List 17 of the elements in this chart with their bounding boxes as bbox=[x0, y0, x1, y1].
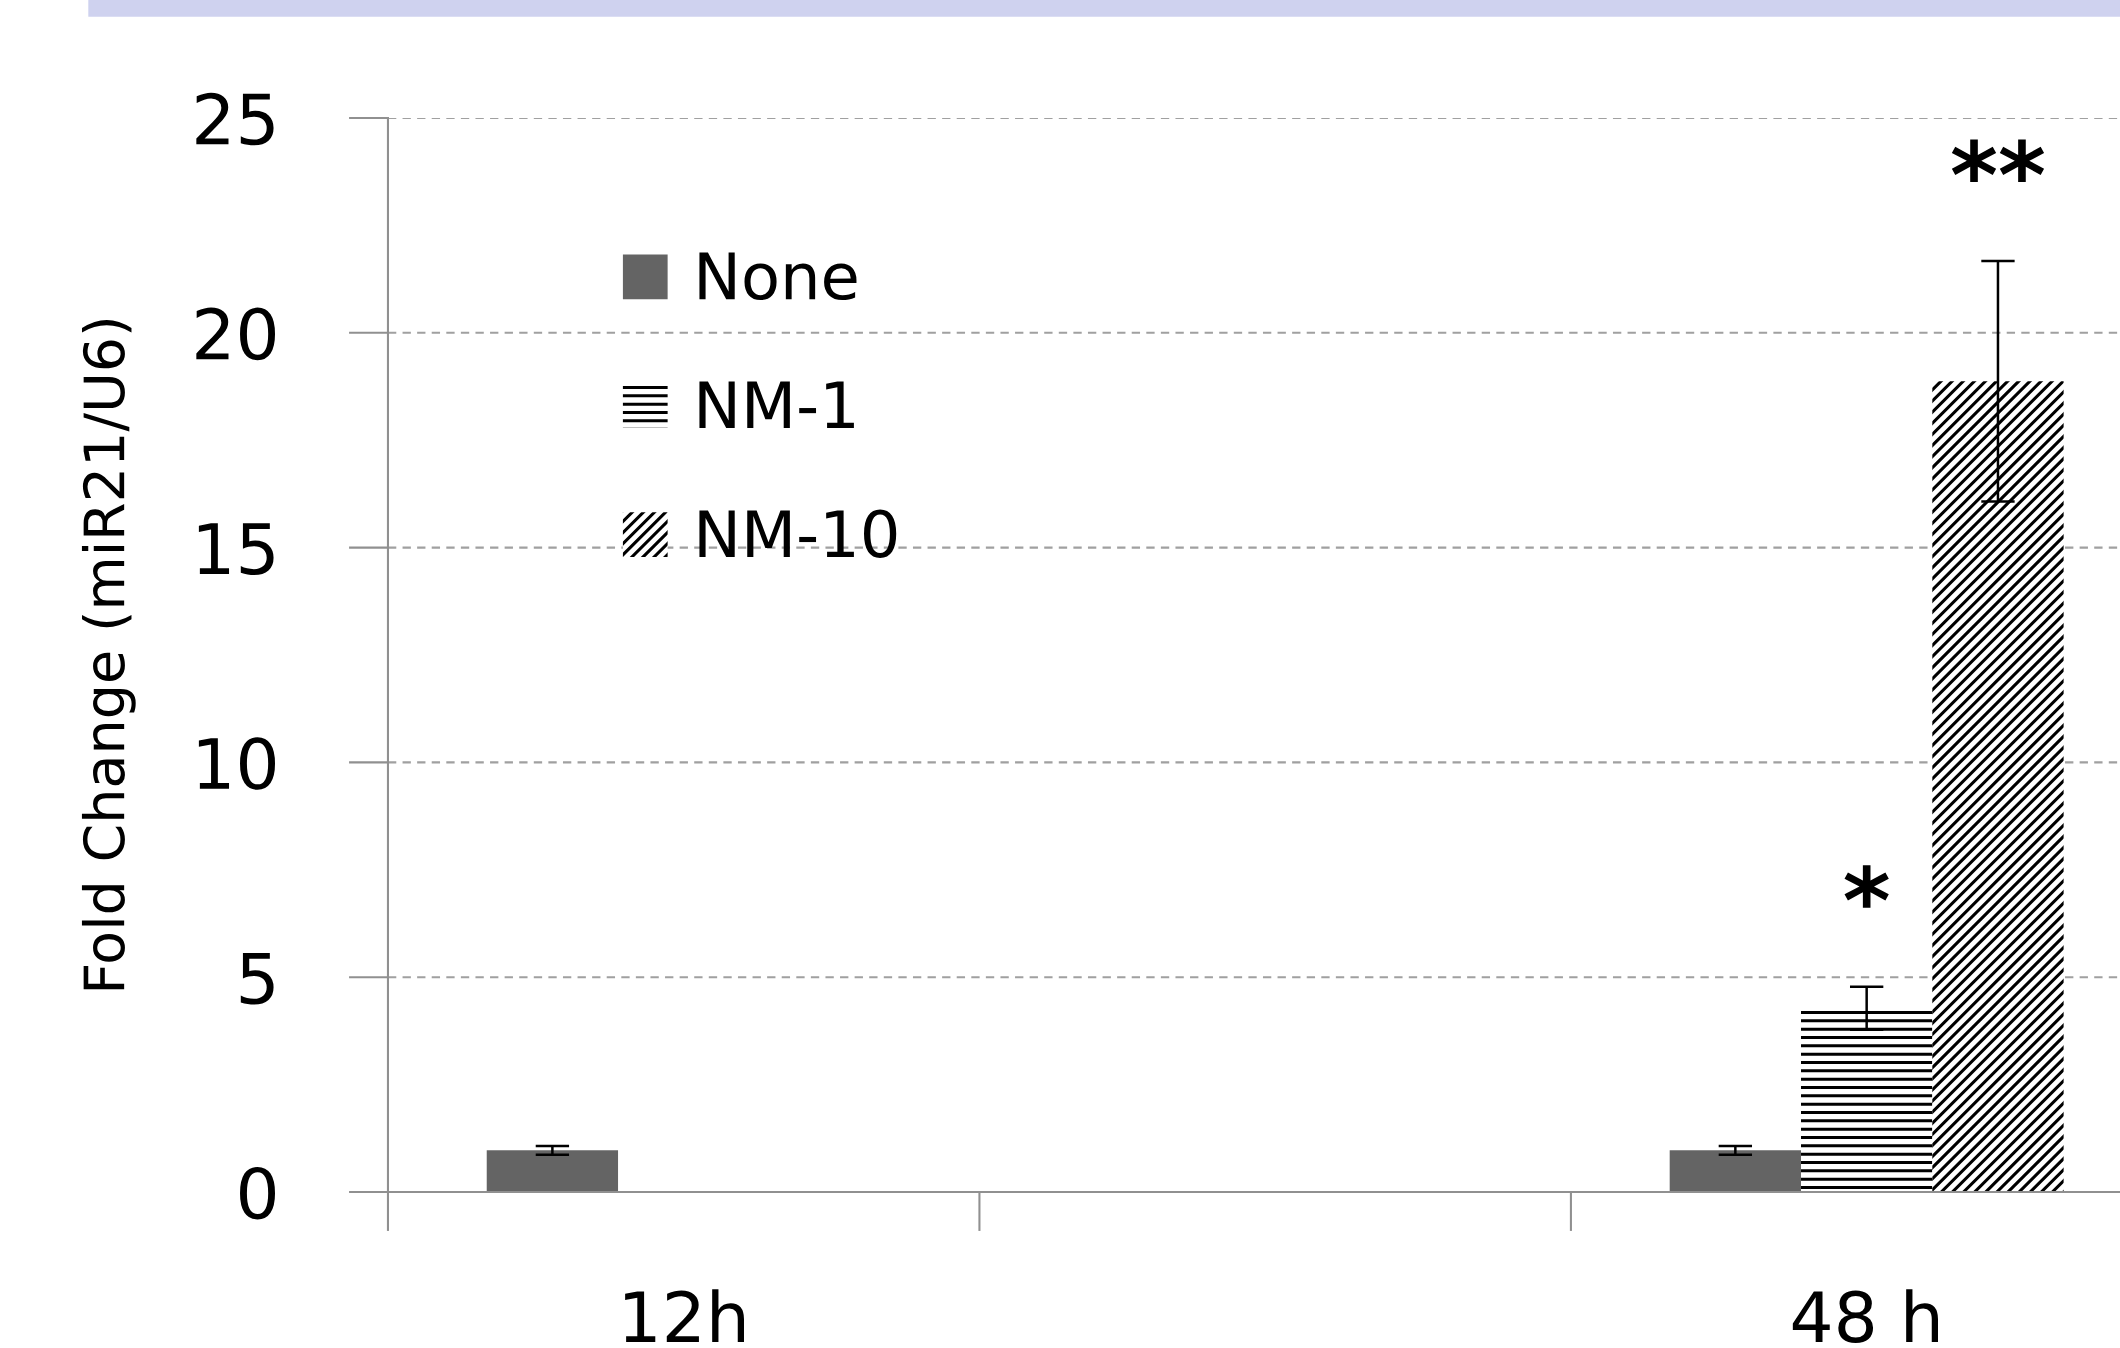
bar bbox=[486, 1150, 619, 1193]
data-label: ** bbox=[1951, 139, 2045, 183]
y-tick-label: 15 bbox=[198, 523, 274, 575]
legend-label: NM-10 bbox=[699, 509, 897, 558]
x-tick-label: 12h bbox=[625, 1289, 744, 1343]
y-tick-label: 25 bbox=[196, 92, 274, 146]
bar bbox=[1669, 1150, 1802, 1193]
data-label: * bbox=[1844, 865, 1889, 908]
y-tick-label: 5 bbox=[240, 952, 274, 1005]
bar bbox=[1932, 381, 2064, 1193]
legend-label: None bbox=[699, 252, 857, 301]
y-tick-label: 20 bbox=[196, 307, 276, 361]
y-tick-label: 10 bbox=[198, 737, 276, 790]
y-axis-title: Fold Change (miR21/U6) bbox=[81, 319, 136, 990]
y-tick-label: 0 bbox=[240, 1166, 276, 1220]
x-tick-label: 48 h bbox=[1792, 1289, 1938, 1344]
legend-label: NM-1 bbox=[699, 381, 854, 429]
